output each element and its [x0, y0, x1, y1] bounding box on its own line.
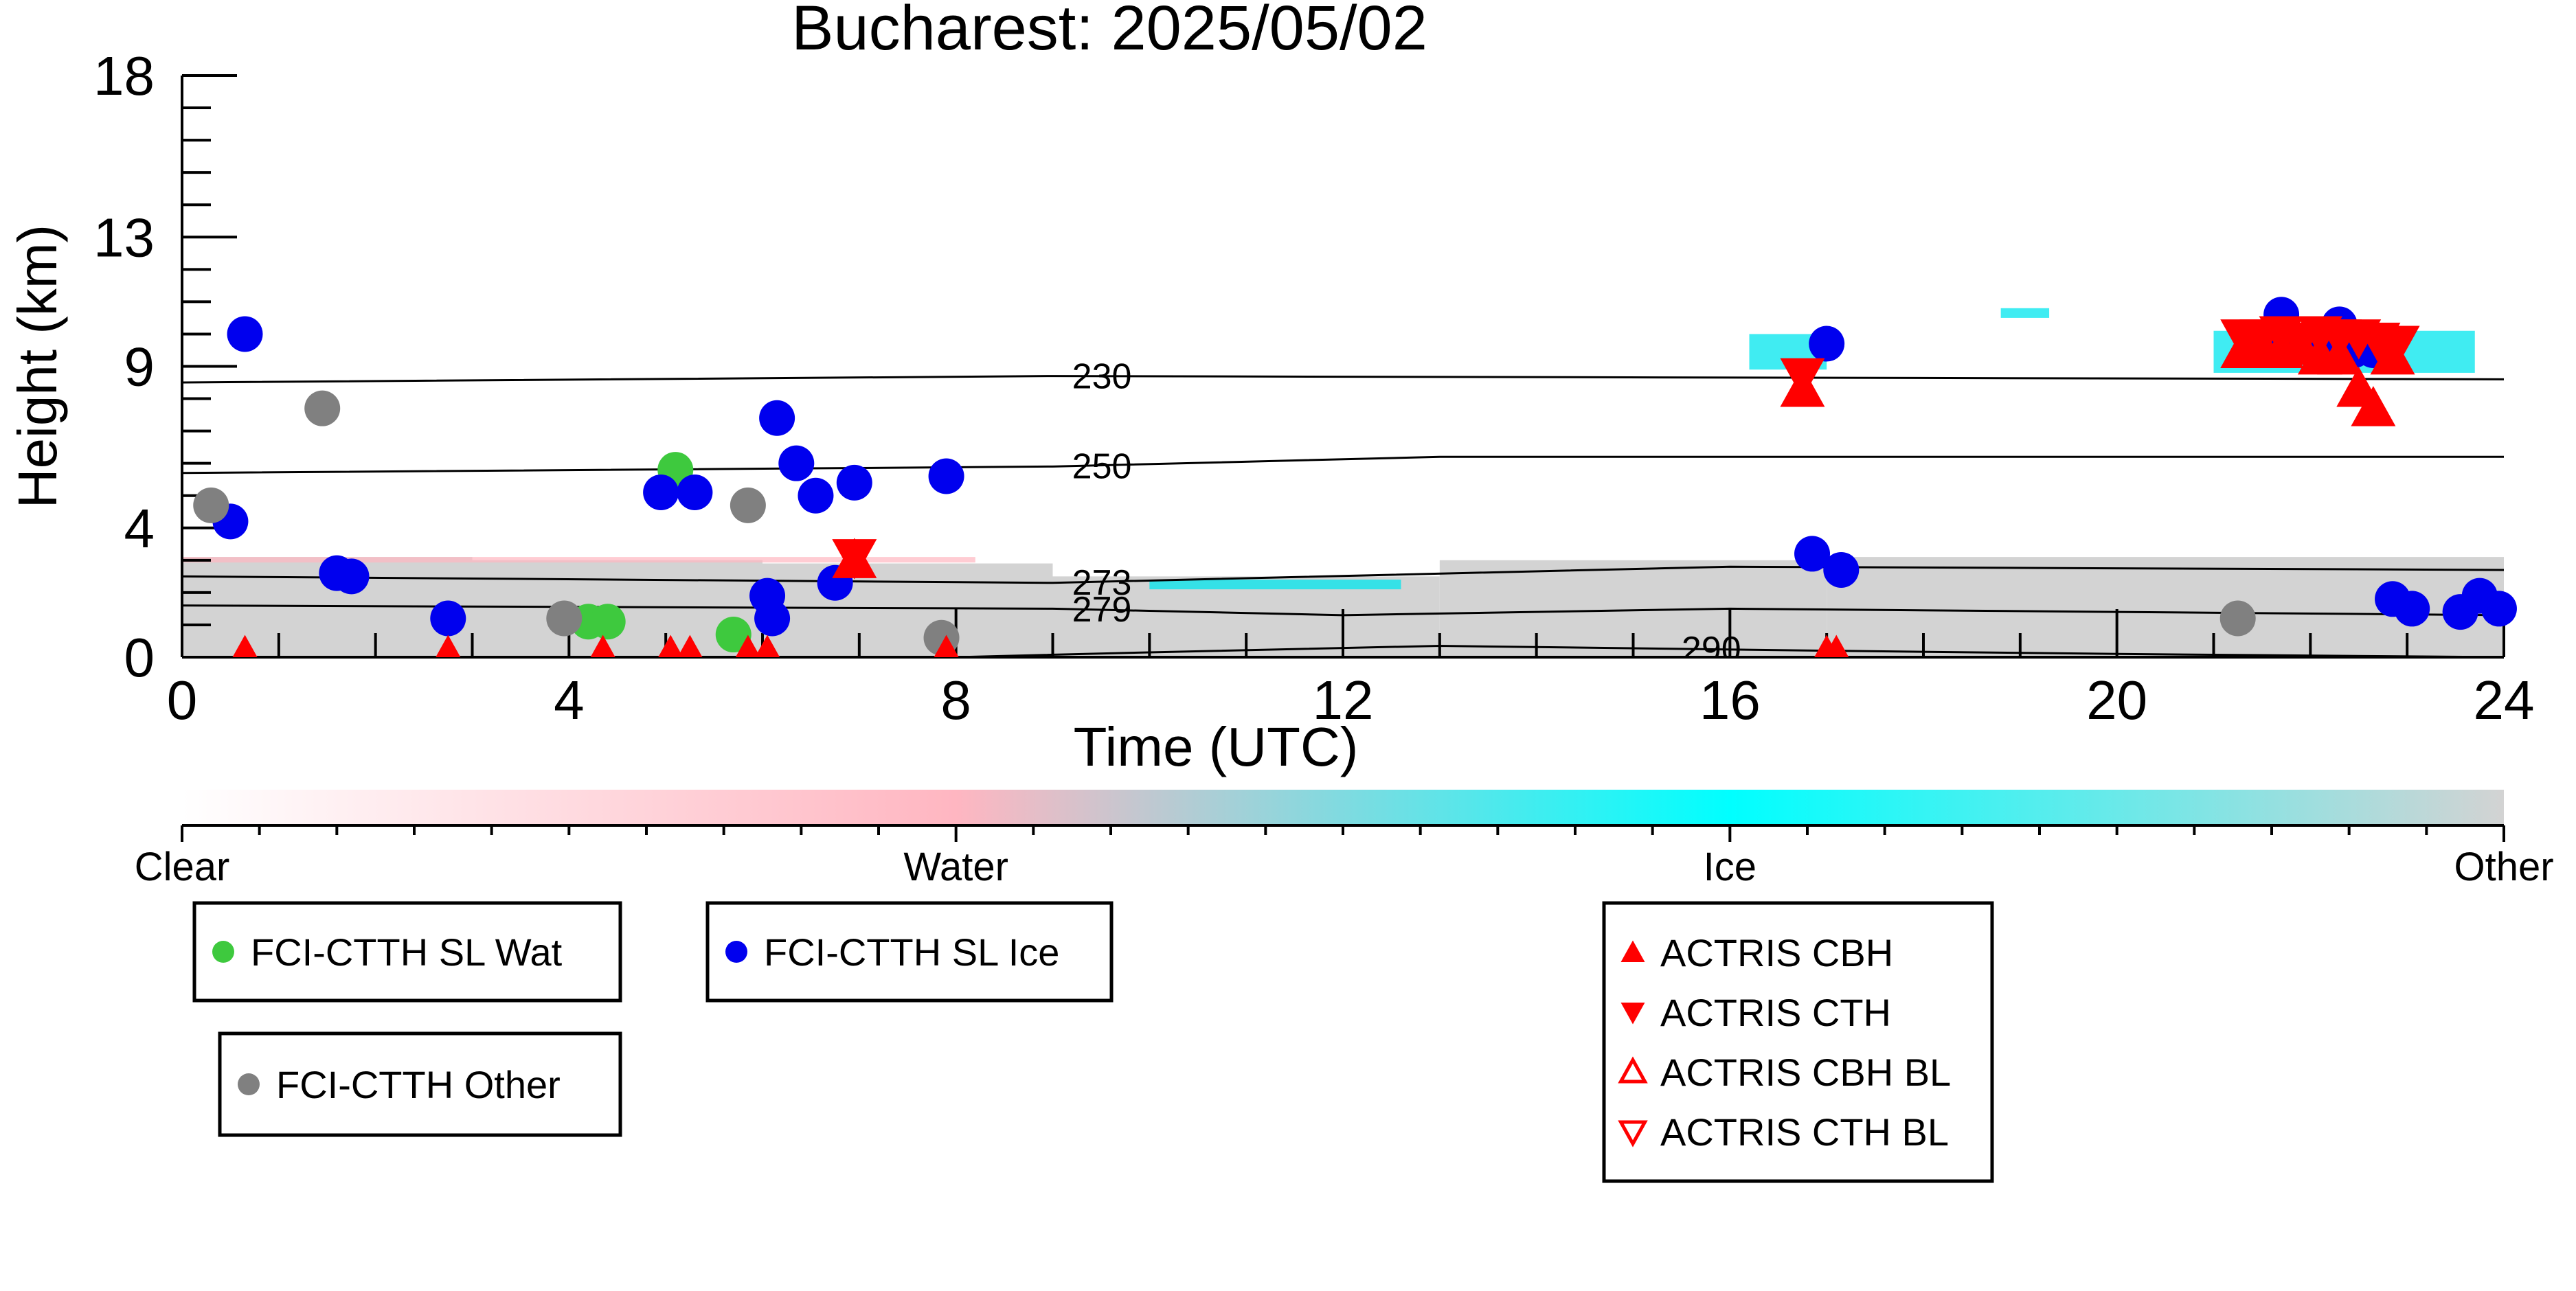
- point-actris-cbh: [232, 635, 258, 657]
- data-points-layer: [193, 297, 2517, 657]
- x-tick-label: 0: [167, 670, 198, 731]
- y-tick-label: 18: [93, 45, 155, 106]
- x-tick-label: 8: [940, 670, 971, 731]
- legend-label: FCI-CTTH SL Wat: [251, 930, 563, 974]
- legend-frame: [1602, 901, 1994, 1183]
- x-tick-label: 12: [1313, 670, 1374, 731]
- cloud-mask-layer: [182, 308, 2504, 657]
- point-fci-ctth-sl-ice: [643, 475, 679, 511]
- legend-marker: [1618, 1120, 1648, 1147]
- x-tick-label: 24: [2474, 670, 2535, 731]
- legend-label: FCI-CTTH Other: [276, 1063, 561, 1106]
- x-tick-label: 16: [1699, 670, 1761, 731]
- point-fci-ctth-sl-ice: [677, 475, 713, 511]
- legend-frame: [192, 901, 622, 1003]
- x-tick-label: 4: [554, 670, 585, 731]
- legend-box: FCI-CTTH Other: [218, 1031, 622, 1137]
- legend-label: FCI-CTTH SL Ice: [764, 930, 1059, 974]
- legend-marker: [725, 941, 747, 963]
- ice-patch: [2000, 308, 2050, 318]
- isotherm-label: 273: [1072, 563, 1132, 603]
- legend-label: ACTRIS CBH BL: [1660, 1051, 1951, 1094]
- y-tick-label: 4: [124, 498, 155, 559]
- isotherm-line: [182, 375, 2504, 384]
- ice-patch: [1149, 580, 1401, 590]
- point-fci-ctth-other: [730, 487, 766, 523]
- y-tick-label: 13: [93, 207, 155, 268]
- point-fci-ctth-sl-ice: [1809, 325, 1845, 362]
- colorbar: [182, 790, 2504, 825]
- point-fci-ctth-sl-ice: [754, 600, 791, 637]
- colorbar-label: Water: [903, 845, 1008, 889]
- point-actris-cbh: [754, 635, 780, 657]
- x-tick-label: 20: [2086, 670, 2147, 731]
- point-fci-ctth-other: [2219, 600, 2256, 637]
- point-fci-ctth-sl-ice: [430, 600, 466, 637]
- point-fci-ctth-sl-ice: [778, 445, 815, 481]
- colorbar-label: Other: [2454, 845, 2553, 889]
- isotherm-line: [182, 455, 2504, 475]
- legend-box: FCI-CTTH SL Ice: [705, 901, 1114, 1003]
- point-actris-cbh: [590, 635, 615, 657]
- point-actris-cbh: [735, 635, 760, 657]
- legend-label: ACTRIS CTH BL: [1660, 1110, 1949, 1154]
- isotherm-label: 250: [1072, 447, 1132, 487]
- point-actris-cbh: [1824, 635, 1849, 657]
- point-actris-cth: [1780, 358, 1825, 399]
- legend-box: ACTRIS CBH ACTRIS CTH ACTRIS CBH BL ACTRIS …: [1602, 901, 1994, 1183]
- point-fci-ctth-sl-ice: [798, 477, 834, 514]
- point-fci-ctth-sl-ice: [333, 558, 370, 595]
- legend-frame: [218, 1031, 622, 1137]
- point-fci-ctth-sl-ice: [1794, 536, 1831, 572]
- point-actris-cbh: [677, 635, 703, 657]
- point-actris-cth: [2375, 325, 2420, 367]
- y-axis-label: Height (km): [7, 225, 68, 508]
- cloud-mask-segment: [762, 563, 1053, 657]
- legend-marker: [238, 1073, 260, 1095]
- point-fci-ctth-sl-wat: [715, 617, 752, 653]
- colorbar-label: Clear: [135, 845, 230, 889]
- point-fci-ctth-sl-wat: [589, 604, 626, 640]
- isotherm-label: 279: [1072, 590, 1132, 630]
- legend-marker: [1618, 1056, 1648, 1084]
- y-tick-label: 9: [124, 336, 155, 398]
- y-tick-label: 0: [124, 627, 155, 688]
- x-axis-label: Time (UTC): [1074, 716, 1359, 777]
- legend-label: ACTRIS CBH: [1660, 931, 1893, 974]
- legend-marker: [1620, 940, 1645, 962]
- point-actris-cbh: [2351, 386, 2396, 426]
- point-actris-cth: [832, 539, 877, 580]
- isotherm-label: 230: [1072, 357, 1132, 397]
- point-fci-ctth-other: [193, 487, 229, 523]
- legend-frame: [705, 901, 1114, 1003]
- chart-title: Bucharest: 2025/05/02: [791, 0, 1427, 63]
- point-actris-cbh: [658, 635, 683, 657]
- point-fci-ctth-sl-ice: [2394, 591, 2430, 627]
- isotherm-label: 290: [1682, 630, 1741, 670]
- point-fci-ctth-sl-ice: [836, 464, 872, 501]
- point-actris-cbh: [934, 635, 959, 657]
- point-fci-ctth-sl-ice: [928, 458, 964, 494]
- point-fci-ctth-other: [304, 390, 341, 426]
- legend-box: FCI-CTTH SL Wat: [192, 901, 622, 1003]
- water-edge: [182, 557, 975, 563]
- isotherm-line: [182, 565, 2504, 584]
- colorbar-label: Ice: [1704, 845, 1756, 889]
- point-fci-ctth-sl-ice: [1823, 551, 1860, 588]
- point-fci-ctth-sl-ice: [2481, 591, 2517, 627]
- point-fci-ctth-sl-ice: [227, 316, 263, 352]
- legend-marker: [212, 941, 234, 963]
- point-fci-ctth-sl-ice: [759, 400, 795, 436]
- point-fci-ctth-other: [546, 600, 583, 637]
- point-actris-cbh: [436, 635, 461, 657]
- legend-marker: [1620, 1003, 1645, 1025]
- legend-label: ACTRIS CTH: [1660, 991, 1891, 1034]
